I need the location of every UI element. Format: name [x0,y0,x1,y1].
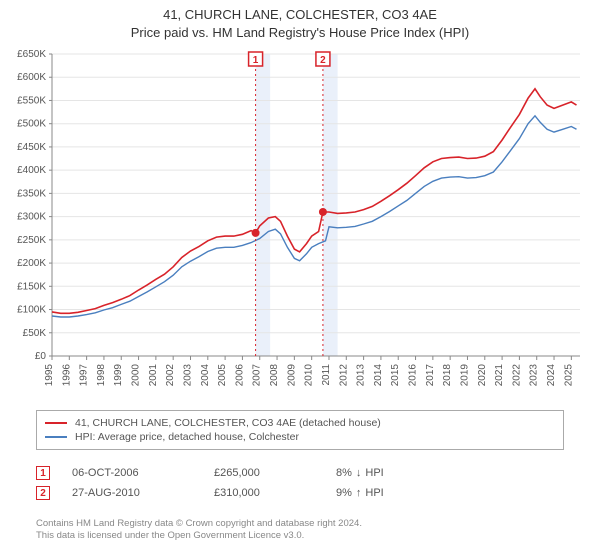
svg-text:2004: 2004 [200,364,211,387]
svg-text:£350K: £350K [17,188,46,199]
svg-text:2020: 2020 [477,364,488,387]
svg-text:1999: 1999 [113,364,124,387]
svg-text:2018: 2018 [442,364,453,387]
footnote: Contains HM Land Registry data © Crown c… [36,518,564,543]
svg-text:2011: 2011 [321,364,332,386]
svg-text:£300K: £300K [17,212,46,223]
svg-text:2014: 2014 [373,364,384,387]
sale-date-2: 27-AUG-2010 [72,487,192,499]
sale-price-2: £310,000 [214,487,314,499]
svg-text:2010: 2010 [304,364,315,387]
svg-text:1995: 1995 [44,364,55,387]
legend-item-1: 41, CHURCH LANE, COLCHESTER, CO3 4AE (de… [45,417,555,429]
svg-text:2006: 2006 [234,364,245,387]
svg-text:1998: 1998 [96,364,107,387]
svg-text:2017: 2017 [425,364,436,387]
sale-row-1: 1 06-OCT-2006 £265,000 8% ↓ HPI [36,466,564,480]
sale-diff-2-arrow-icon: ↑ [356,487,362,499]
svg-text:£100K: £100K [17,305,46,316]
svg-text:2001: 2001 [148,364,159,387]
sale-diff-2-pct: 9% [336,487,352,499]
legend: 41, CHURCH LANE, COLCHESTER, CO3 4AE (de… [36,410,564,450]
svg-text:2025: 2025 [563,364,574,387]
legend-swatch-1 [45,422,67,424]
svg-text:£600K: £600K [17,72,46,83]
sale-diff-1-suffix: HPI [365,467,383,479]
svg-text:2016: 2016 [408,364,419,387]
svg-text:1997: 1997 [79,364,90,387]
sale-marker-2-num: 2 [40,488,46,499]
svg-text:1: 1 [253,55,259,66]
svg-text:2008: 2008 [269,364,280,387]
svg-text:2022: 2022 [511,364,522,387]
svg-text:£400K: £400K [17,165,46,176]
sale-diff-1-arrow-icon: ↓ [356,467,362,479]
svg-text:£50K: £50K [23,328,47,339]
sale-diff-1-pct: 8% [336,467,352,479]
svg-text:2013: 2013 [356,364,367,387]
title-line-2: Price paid vs. HM Land Registry's House … [0,24,600,42]
svg-text:2007: 2007 [252,364,263,387]
svg-text:1996: 1996 [61,364,72,387]
footnote-line-2: This data is licensed under the Open Gov… [36,530,564,542]
svg-text:2000: 2000 [131,364,142,387]
svg-text:2023: 2023 [529,364,540,387]
svg-text:£150K: £150K [17,281,46,292]
svg-text:2009: 2009 [286,364,297,387]
svg-text:2024: 2024 [546,364,557,387]
legend-label-1: 41, CHURCH LANE, COLCHESTER, CO3 4AE (de… [75,417,381,429]
legend-swatch-2 [45,436,67,438]
title-block: 41, CHURCH LANE, COLCHESTER, CO3 4AE Pri… [0,0,600,42]
sale-diff-2-suffix: HPI [365,487,383,499]
sale-date-1: 06-OCT-2006 [72,467,192,479]
svg-text:£0: £0 [35,351,47,362]
svg-text:2003: 2003 [182,364,193,387]
title-line-1: 41, CHURCH LANE, COLCHESTER, CO3 4AE [0,6,600,24]
sale-marker-1-num: 1 [40,468,46,479]
legend-label-2: HPI: Average price, detached house, Colc… [75,431,299,443]
svg-text:2: 2 [320,55,326,66]
figure-container: 41, CHURCH LANE, COLCHESTER, CO3 4AE Pri… [0,0,600,560]
svg-text:2002: 2002 [165,364,176,387]
svg-text:£200K: £200K [17,258,46,269]
svg-text:2021: 2021 [494,364,505,387]
legend-item-2: HPI: Average price, detached house, Colc… [45,431,555,443]
svg-text:2012: 2012 [338,364,349,387]
sale-marker-2: 2 [36,486,50,500]
sale-marker-1: 1 [36,466,50,480]
svg-text:£500K: £500K [17,119,46,130]
sales-table: 1 06-OCT-2006 £265,000 8% ↓ HPI 2 27-AUG… [36,460,564,506]
sale-diff-1: 8% ↓ HPI [336,467,436,479]
svg-text:£550K: £550K [17,95,46,106]
footnote-line-1: Contains HM Land Registry data © Crown c… [36,518,564,530]
svg-text:2005: 2005 [217,364,228,387]
svg-text:£250K: £250K [17,235,46,246]
sale-row-2: 2 27-AUG-2010 £310,000 9% ↑ HPI [36,486,564,500]
chart-svg: £0 £50K £100K £150K £200K £250K £300K £350K £400… [0,44,600,404]
chart-area: £0 £50K £100K £150K £200K £250K £300K £350K £400… [0,44,600,404]
sale-price-1: £265,000 [214,467,314,479]
svg-text:£450K: £450K [17,142,46,153]
svg-text:2015: 2015 [390,364,401,387]
svg-text:£650K: £650K [17,49,46,60]
svg-text:2019: 2019 [459,364,470,387]
sale-diff-2: 9% ↑ HPI [336,487,436,499]
